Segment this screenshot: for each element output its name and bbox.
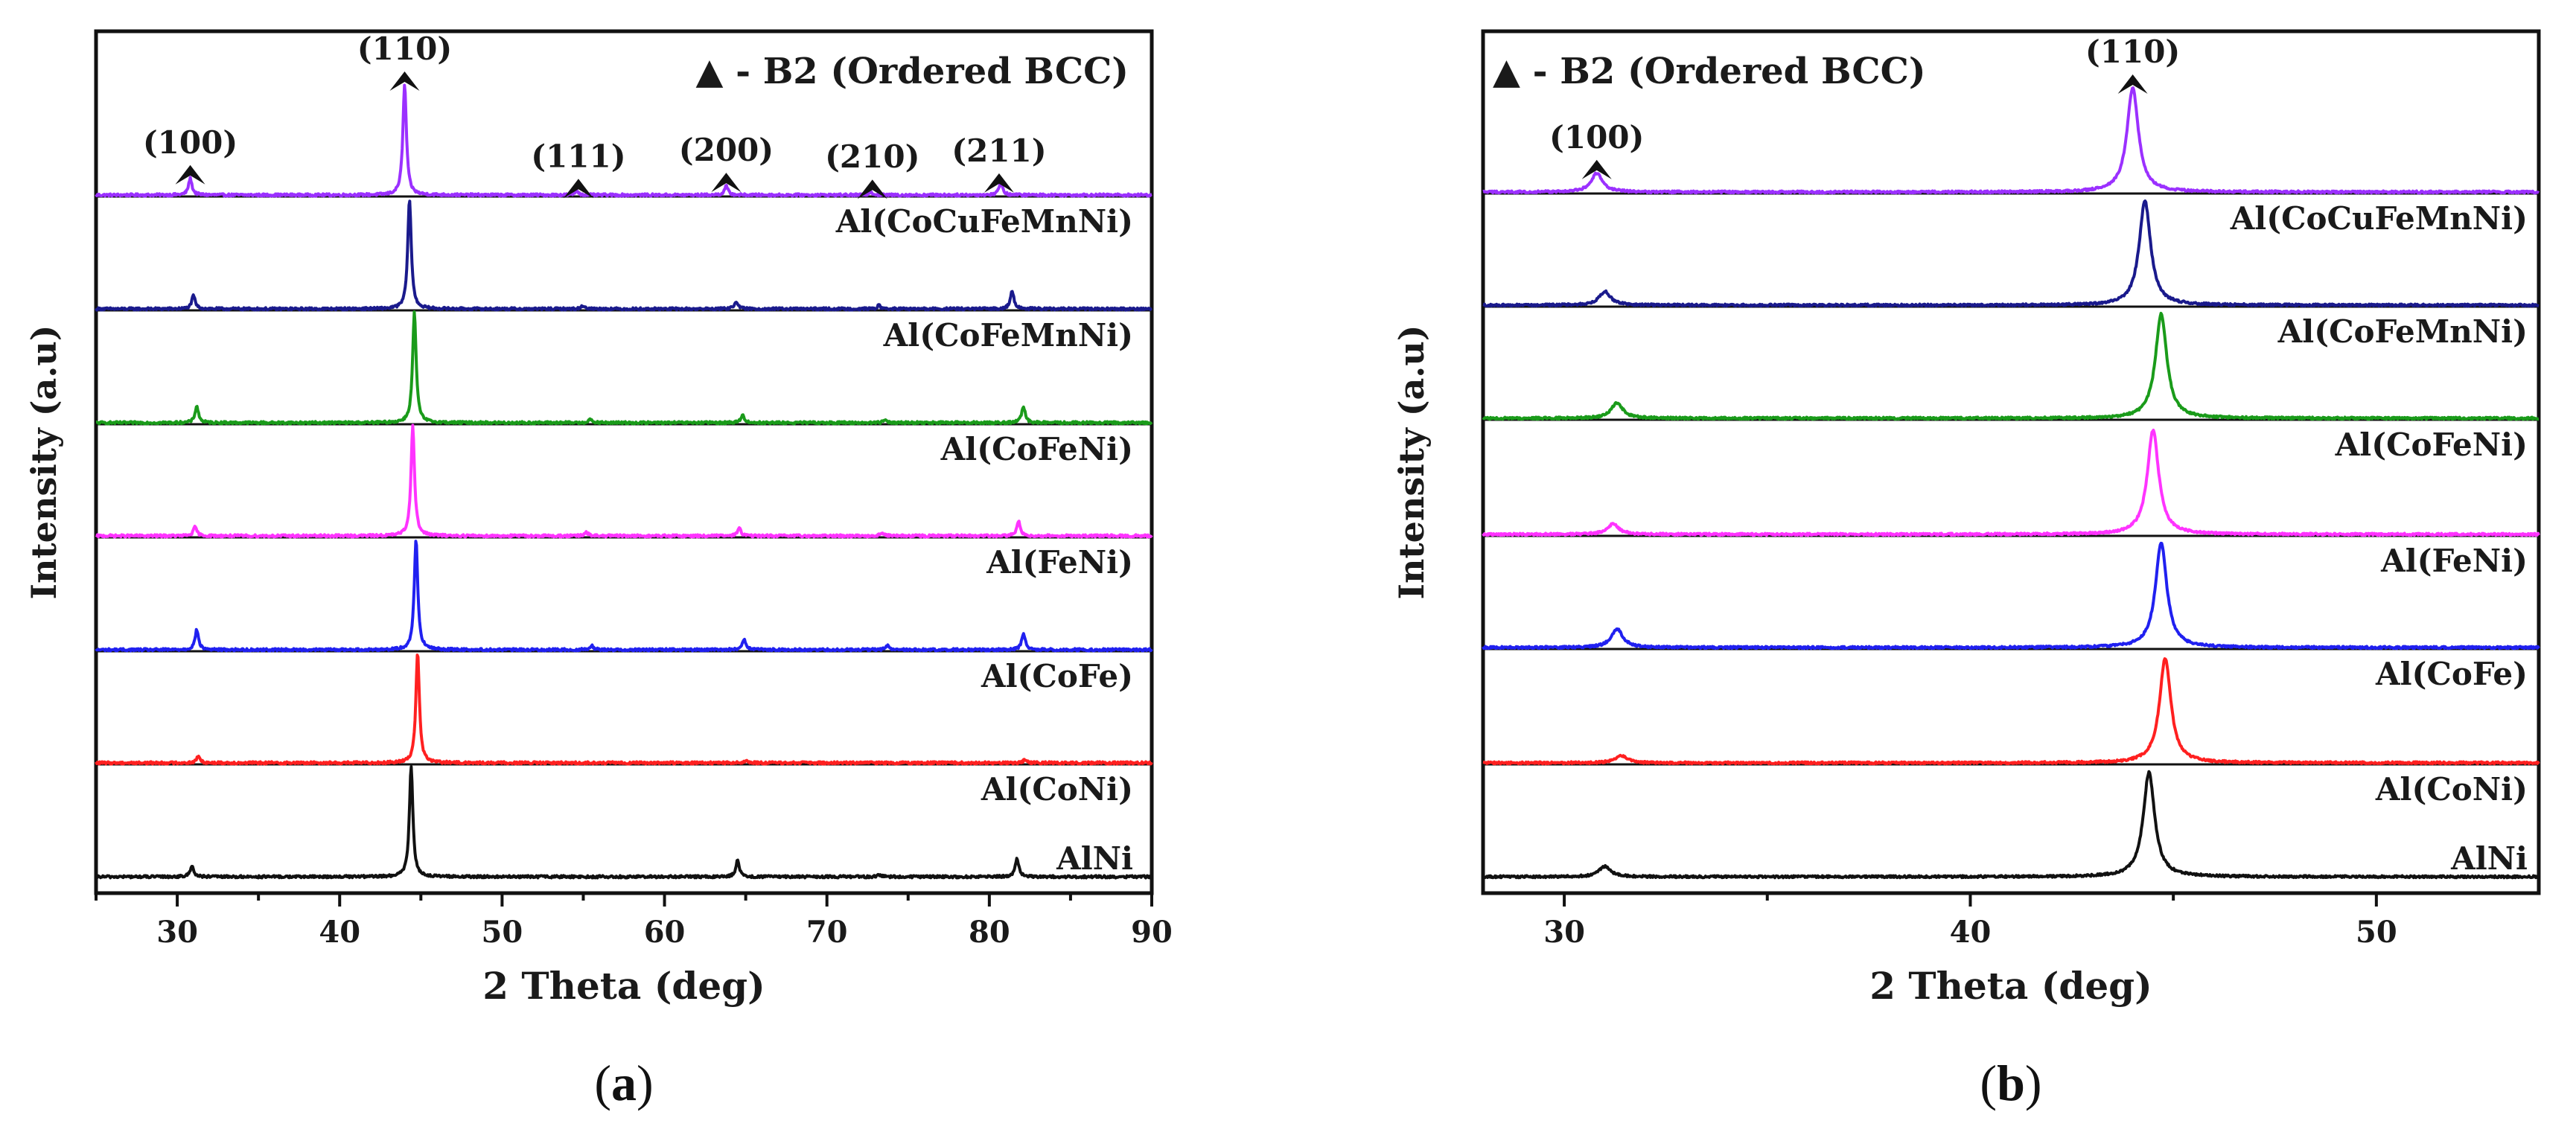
series-label: Al(CoFeMnNi) — [2277, 313, 2528, 350]
b2-peak-marker-icon — [563, 179, 593, 199]
panel-b-legend-text: ▲ - B2 (Ordered BCC) — [1493, 51, 1926, 92]
x-tick-label: 90 — [1131, 915, 1173, 950]
b2-peak-marker-icon — [2117, 74, 2148, 94]
series-line-al-feni — [1482, 429, 2540, 537]
series-line-al-cofe — [95, 540, 1153, 653]
series-line-al-cocufemnni — [95, 83, 1152, 198]
series-label: AlNi — [1056, 840, 1133, 877]
series-label: Al(FeNi) — [2380, 543, 2528, 579]
panel-a-ylabel: Intensity (a.u) — [24, 325, 64, 599]
x-tick-label: 70 — [806, 915, 848, 950]
x-tick-label: 50 — [482, 915, 523, 950]
series-line-al-cofe — [1482, 541, 2540, 650]
b2-peak-marker-icon — [389, 71, 420, 91]
panel-b-ylabel: Intensity (a.u) — [1391, 325, 1432, 599]
x-tick-label: 40 — [1950, 915, 1992, 950]
series-label: Al(CoFeNi) — [940, 431, 1133, 467]
panel-b-peak-annotations: (100) (110) — [1549, 33, 2180, 179]
panel-a-peak-annotations: (100) (110) (111) (200) (210) (211) — [143, 31, 1047, 199]
series-label: Al(CoFe) — [2375, 656, 2528, 692]
panel-b: Intensity (a.u) 2 Theta (deg) (b) Al(CoC… — [1391, 29, 2541, 1111]
panel-a-letter: a — [611, 1055, 637, 1111]
series-label: Al(FeNi) — [986, 544, 1133, 581]
series-label: Al(CoNi) — [2375, 771, 2528, 808]
series-line-al-cofemnni — [95, 199, 1153, 312]
panel-b-traces — [1482, 86, 2540, 880]
panel-b-legend: ▲ - B2 (Ordered BCC) — [1493, 51, 1926, 92]
b2-peak-marker-icon — [711, 173, 742, 193]
x-tick-label: 30 — [156, 915, 198, 950]
series-line-al-cofeni — [1482, 311, 2540, 421]
peak-index-label: (200) — [679, 132, 774, 168]
panel-a-legend: ▲ - B2 (Ordered BCC) — [695, 51, 1129, 92]
panel-a-legend-text: ▲ - B2 (Ordered BCC) — [695, 51, 1129, 92]
series-label: Al(CoFe) — [981, 658, 1133, 694]
series-line-alni — [95, 765, 1153, 880]
panel-a-caption: (a) — [594, 1055, 653, 1111]
panel-b-letter: b — [1997, 1055, 2025, 1111]
series-line-alni — [1482, 770, 2540, 880]
panel-a: Intensity (a.u) 2 Theta (deg) (a) Al(CoC… — [24, 29, 1173, 1111]
panel-a-frame — [94, 29, 1154, 895]
b2-peak-marker-icon — [1581, 159, 1612, 179]
b2-peak-marker-icon — [983, 173, 1014, 193]
panel-a-xlabel: 2 Theta (deg) — [482, 964, 765, 1008]
peak-index-label: (110) — [357, 31, 452, 67]
series-line-al-feni — [95, 423, 1153, 539]
series-line-al-cofeni — [95, 310, 1153, 426]
series-line-al-coni — [95, 653, 1153, 766]
panel-b-frame — [1481, 29, 2541, 895]
panel-b-series-labels: Al(CoCuFeMnNi) Al(CoFeMnNi) Al(CoFeNi) Al(F… — [2230, 200, 2528, 877]
panel-a-series-labels: Al(CoCuFeMnNi) Al(CoFeMnNi) Al(CoFeNi) Al(F… — [835, 203, 1133, 877]
peak-index-label: (111) — [531, 138, 625, 174]
series-line-al-coni — [1482, 657, 2540, 766]
series-label: Al(CoFeMnNi) — [883, 317, 1133, 354]
series-label: Al(CoCuFeMnNi) — [2230, 200, 2528, 237]
panel-a-xticks: 30 40 50 60 70 80 90 — [95, 893, 1173, 950]
x-tick-label: 40 — [319, 915, 360, 950]
b2-peak-marker-icon — [857, 179, 887, 199]
panel-b-xlabel: 2 Theta (deg) — [1869, 964, 2152, 1008]
series-label: Al(CoNi) — [981, 771, 1133, 808]
panel-b-caption: (b) — [1980, 1055, 2041, 1111]
x-tick-label: 60 — [644, 915, 686, 950]
peak-index-label: (100) — [1549, 119, 1644, 156]
series-line-al-cocufemnni — [1482, 86, 2540, 195]
panel-b-xticks: 30 40 50 — [1543, 893, 2397, 950]
peak-index-label: (100) — [143, 124, 237, 161]
peak-index-label: (211) — [951, 132, 1046, 169]
b2-peak-marker-icon — [175, 164, 205, 185]
series-label: AlNi — [2450, 840, 2528, 877]
series-line-al-cofemnni — [1482, 199, 2540, 308]
series-label: Al(CoFeNi) — [2335, 426, 2528, 463]
peak-index-label: (210) — [825, 138, 919, 175]
x-tick-label: 30 — [1543, 915, 1585, 950]
peak-index-label: (110) — [2085, 33, 2180, 70]
x-tick-label: 50 — [2356, 915, 2397, 950]
x-tick-label: 80 — [969, 915, 1010, 950]
panel-a-traces — [95, 83, 1153, 880]
series-label: Al(CoCuFeMnNi) — [835, 203, 1133, 240]
